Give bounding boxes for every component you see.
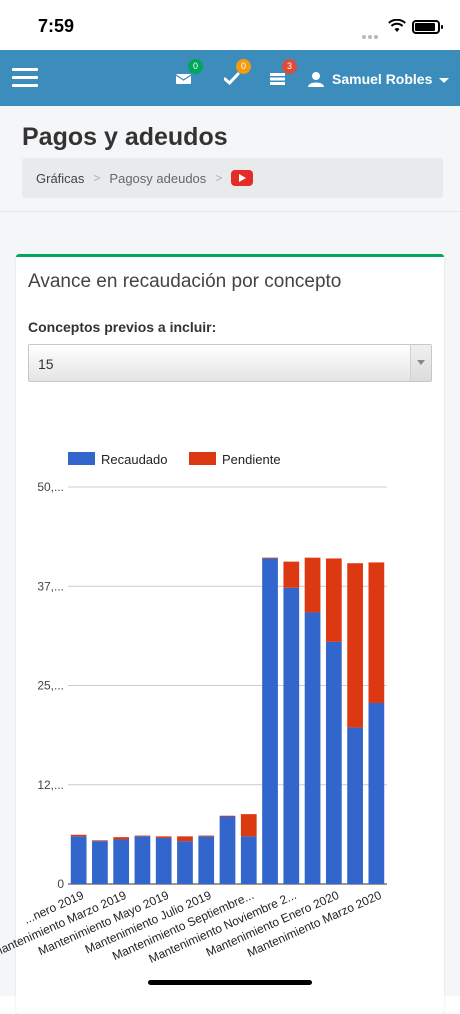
breadcrumb: Gráficas > Pagosy adeudos > (22, 158, 443, 198)
check-icon (224, 72, 240, 86)
envelope-icon (176, 74, 192, 84)
dropdown-arrow-icon[interactable] (410, 345, 431, 381)
messages-button[interactable]: 0 (176, 59, 203, 86)
menu-toggle-icon[interactable] (12, 68, 38, 88)
breadcrumb-link-pagos[interactable]: Pagosy adeudos (109, 170, 207, 186)
concepts-select[interactable]: 15 (28, 344, 432, 382)
battery-icon (412, 20, 443, 34)
list-icon (270, 73, 285, 85)
box-title: Avance en recaudación por concepto (28, 271, 342, 292)
wifi-icon (388, 19, 406, 32)
youtube-icon[interactable] (231, 170, 254, 186)
user-menu[interactable]: Samuel Robles (308, 68, 450, 90)
collection-box: Avance en recaudación por concepto Conce… (16, 254, 444, 1014)
caret-down-icon (439, 77, 450, 83)
breadcrumb-separator: > (93, 171, 101, 185)
notifications-badge: 3 (282, 59, 297, 74)
status-bar: 7:59 (0, 0, 460, 57)
page-title: Pagos y adeudos (22, 123, 228, 151)
tasks-button[interactable]: 0 (224, 59, 251, 86)
content-header: Pagos y adeudos Gráficas > Pagosy adeudo… (0, 106, 460, 212)
content-area: Avance en recaudación por concepto Conce… (0, 212, 460, 1014)
signal-icon (362, 26, 384, 57)
notifications-button[interactable]: 3 (270, 59, 297, 86)
status-time: 7:59 (38, 16, 75, 36)
tasks-badge: 0 (236, 59, 251, 74)
select-value: 15 (38, 356, 54, 372)
app-header: 0 0 3 Samuel Robles (0, 50, 460, 106)
messages-badge: 0 (188, 59, 203, 74)
user-icon (308, 72, 324, 87)
breadcrumb-link-graficas[interactable]: Gráficas (36, 170, 85, 186)
select-label: Conceptos previos a incluir: (28, 319, 217, 335)
user-name: Samuel Robles (332, 71, 433, 87)
home-indicator (148, 980, 312, 985)
breadcrumb-separator: > (215, 171, 223, 185)
